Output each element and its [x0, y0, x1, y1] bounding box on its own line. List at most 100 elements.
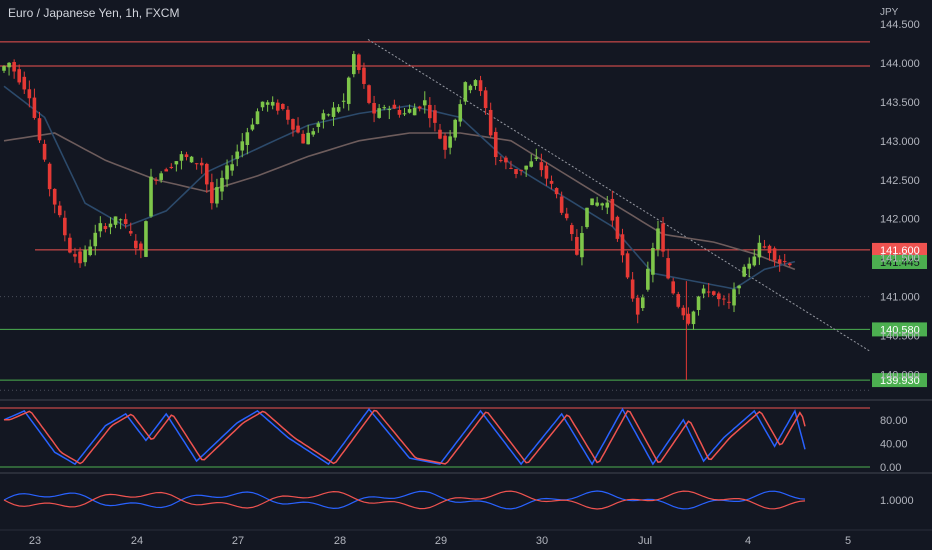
candle-down — [362, 67, 366, 84]
candle-down — [123, 219, 128, 225]
price-axis: 144.500 144.000 143.500 143.000 142.500 142.0… — [880, 7, 920, 382]
candle-down — [357, 54, 361, 71]
candle-down — [509, 167, 513, 169]
candle-up — [270, 101, 275, 106]
level-label-box — [872, 242, 927, 257]
candle-up — [463, 82, 468, 102]
chart-title: Euro / Japanese Yen, 1h, FXCM — [8, 6, 180, 20]
candle-up — [93, 232, 98, 247]
y-tick-label: 142.500 — [880, 175, 920, 187]
candle-down — [706, 291, 711, 293]
candles — [2, 50, 792, 381]
candle-up — [250, 124, 255, 130]
candle-up — [225, 165, 229, 180]
candle-down — [514, 169, 518, 175]
candle-down — [27, 89, 32, 99]
candle-up — [341, 100, 346, 102]
candle-up — [149, 176, 153, 217]
stoch-tick-label: 80.00 — [880, 415, 908, 427]
candle-down — [564, 213, 569, 219]
x-tick-label: 27 — [232, 535, 244, 547]
stoch-tick-label: 0.00 — [880, 462, 901, 474]
last-price-box — [872, 254, 927, 269]
horizontal-levels: 141.600 140.580 139.930 141.445 — [0, 41, 927, 388]
candle-down — [291, 119, 295, 130]
y-axis-unit: JPY — [880, 7, 899, 18]
candle-up — [382, 107, 387, 109]
candle-up — [605, 202, 610, 208]
candle-down — [199, 162, 204, 166]
candle-up — [640, 297, 645, 309]
candle-down — [671, 281, 675, 294]
candle-up — [306, 132, 310, 145]
y-tick-label: 141.500 — [880, 253, 920, 265]
candle-down — [504, 157, 508, 163]
candle-down — [610, 198, 615, 221]
candle-down — [286, 109, 290, 120]
candle-down — [483, 90, 488, 109]
candle-down — [47, 163, 52, 190]
trendline — [367, 39, 871, 352]
candle-up — [240, 141, 245, 151]
candle-down — [428, 104, 432, 119]
stoch-k-line — [3, 407, 806, 466]
candle-up — [352, 54, 356, 75]
candle-up — [159, 173, 163, 180]
candle-down — [367, 85, 371, 103]
candle-down — [554, 188, 559, 195]
candle-up — [245, 132, 250, 145]
candle-down — [777, 259, 782, 264]
candle-up — [468, 85, 473, 91]
candle-down — [32, 97, 37, 118]
candle-down — [301, 133, 305, 144]
candle-down — [488, 109, 493, 136]
candle-up — [260, 101, 265, 108]
candle-up — [326, 114, 331, 116]
candle-up — [651, 248, 655, 275]
candle-down — [782, 261, 787, 263]
x-tick-label: 30 — [536, 535, 548, 547]
candle-down — [134, 240, 138, 249]
candle-up — [98, 223, 103, 232]
candle-down — [78, 251, 82, 264]
y-tick-label: 140.500 — [880, 331, 920, 343]
y-tick-label: 143.500 — [880, 97, 920, 109]
candle-up — [407, 109, 412, 113]
candle-up — [387, 109, 392, 111]
candle-down — [767, 245, 772, 254]
candle-down — [12, 62, 16, 72]
candle-down — [630, 279, 635, 299]
trendline-line — [367, 39, 871, 352]
candle-down — [478, 80, 483, 92]
candle-down — [519, 169, 523, 171]
y-tick-label: 141.000 — [880, 292, 920, 304]
candle-down — [275, 102, 280, 111]
osc-red-line — [3, 490, 806, 510]
candle-down — [184, 154, 189, 158]
x-tick-label: 23 — [29, 535, 41, 547]
candle-down — [164, 169, 169, 172]
candle-down — [722, 298, 726, 300]
candle-down — [772, 248, 777, 261]
candle-up — [113, 216, 118, 225]
candle-up — [752, 256, 757, 266]
candle-down — [438, 129, 442, 139]
candle-up — [757, 242, 762, 258]
candle-down — [787, 263, 792, 266]
oscillator-pane: 1.0000 — [3, 490, 914, 510]
candle-up — [118, 219, 123, 221]
candle-down — [661, 223, 665, 252]
candle-down — [57, 205, 62, 216]
candle-down — [73, 254, 77, 257]
candle-up — [473, 80, 478, 86]
candle-down — [433, 110, 437, 123]
candle-down — [615, 216, 620, 239]
candle-down — [569, 225, 574, 235]
y-tick-label: 143.000 — [880, 136, 920, 148]
candle-down — [544, 165, 549, 179]
x-tick-label: 5 — [845, 535, 851, 547]
candle-down — [443, 135, 447, 150]
candle-down — [296, 125, 300, 133]
candle-up — [255, 111, 260, 125]
candle-down — [635, 297, 640, 315]
